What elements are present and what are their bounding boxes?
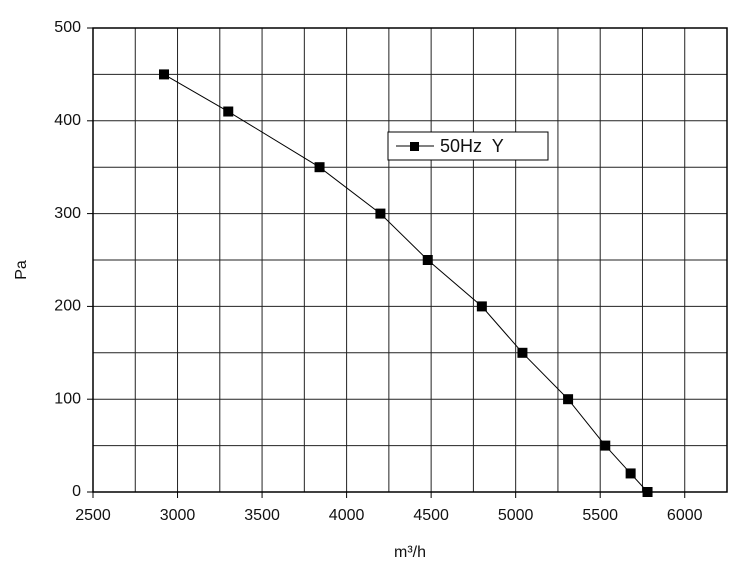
point: [314, 162, 325, 173]
y-tick-label: 100: [54, 390, 81, 407]
legend-label: 50Hz Y: [440, 136, 504, 156]
x-tick-label: 3000: [160, 507, 196, 524]
x-tick-label: 6000: [667, 507, 703, 524]
y-tick-label: 500: [54, 19, 81, 36]
point: [625, 468, 636, 479]
point: [600, 440, 611, 451]
x-axis-label: m³/h: [394, 544, 426, 561]
point: [476, 301, 487, 312]
y-tick-label: 200: [54, 298, 81, 315]
point: [563, 394, 574, 405]
y-axis-label: Pa: [13, 260, 30, 280]
y-tick-label: 300: [54, 205, 81, 222]
point: [375, 208, 386, 219]
plot-frame: [92, 27, 728, 493]
point: [642, 487, 653, 497]
x-tick-label: 5500: [582, 507, 618, 524]
point: [159, 69, 170, 80]
x-tick-label: 4500: [413, 507, 449, 524]
legend-marker: [410, 142, 419, 151]
point: [517, 347, 528, 358]
x-tick-label: 3500: [244, 507, 280, 524]
x-tick-label: 4000: [329, 507, 365, 524]
x-tick-label: 2500: [75, 507, 111, 524]
point: [223, 106, 234, 117]
x-tick-label: 5000: [498, 507, 534, 524]
y-tick-label: 400: [54, 112, 81, 129]
point: [422, 255, 433, 265]
y-tick-label: 0: [72, 483, 81, 500]
